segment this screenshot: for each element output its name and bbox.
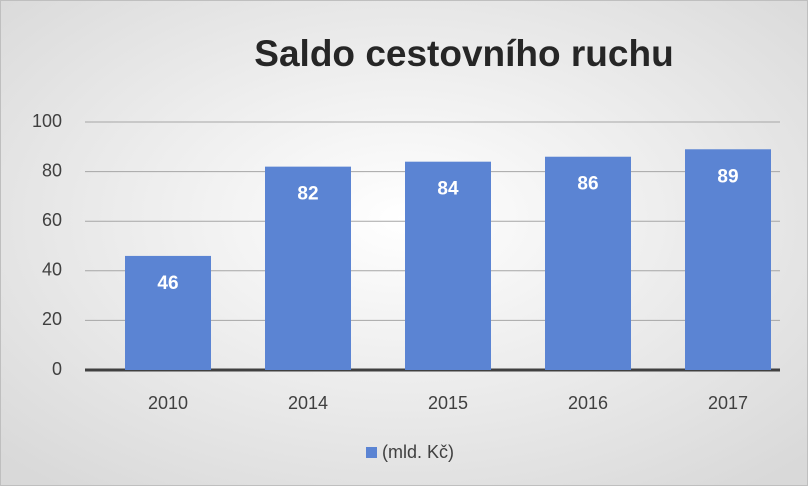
data-label: 84 xyxy=(437,179,459,200)
bar xyxy=(265,166,351,370)
x-tick-label: 2014 xyxy=(288,393,328,413)
y-tick-label: 100 xyxy=(32,111,62,131)
bar xyxy=(545,156,631,370)
data-label: 89 xyxy=(717,166,738,187)
y-tick-label: 60 xyxy=(42,210,62,230)
bar xyxy=(405,161,491,370)
x-tick-label: 2017 xyxy=(708,393,748,413)
legend-label: (mld. Kč) xyxy=(382,442,454,462)
y-tick-label: 80 xyxy=(42,160,62,180)
y-tick-label: 0 xyxy=(52,359,62,379)
data-label: 46 xyxy=(157,273,178,294)
chart-title: Saldo cestovního ruchu xyxy=(254,33,673,74)
bar xyxy=(125,255,211,370)
x-tick-label: 2015 xyxy=(428,393,468,413)
bar xyxy=(685,149,771,370)
y-tick-label: 40 xyxy=(42,260,62,280)
x-tick-label: 2010 xyxy=(148,393,188,413)
legend-swatch xyxy=(366,447,377,458)
x-tick-label: 2016 xyxy=(568,393,608,413)
y-tick-label: 20 xyxy=(42,309,62,329)
data-label: 82 xyxy=(297,184,318,205)
data-label: 86 xyxy=(577,174,598,195)
